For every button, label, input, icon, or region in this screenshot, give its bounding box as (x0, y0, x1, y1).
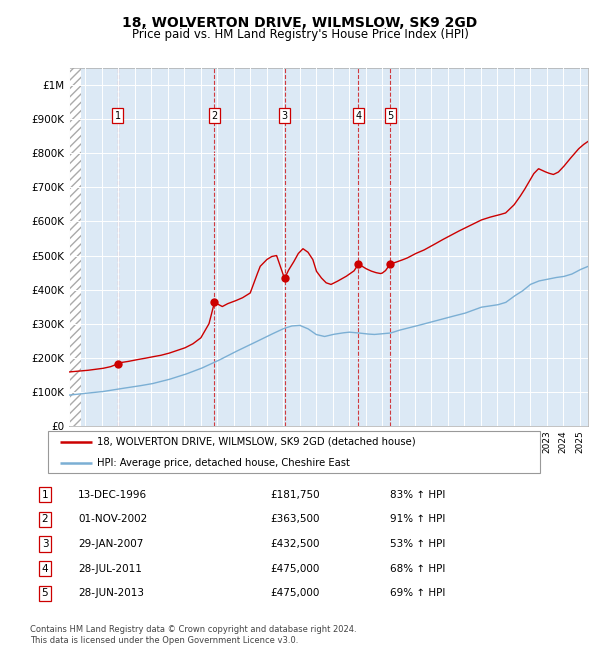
Text: £475,000: £475,000 (270, 588, 319, 599)
Text: Price paid vs. HM Land Registry's House Price Index (HPI): Price paid vs. HM Land Registry's House … (131, 28, 469, 41)
Text: £432,500: £432,500 (270, 539, 320, 549)
Text: HPI: Average price, detached house, Cheshire East: HPI: Average price, detached house, Ches… (97, 458, 350, 467)
Text: 2: 2 (211, 111, 218, 121)
Text: Contains HM Land Registry data © Crown copyright and database right 2024.
This d: Contains HM Land Registry data © Crown c… (30, 625, 356, 645)
Text: 01-NOV-2002: 01-NOV-2002 (78, 514, 147, 525)
Text: 5: 5 (41, 588, 49, 599)
Text: £181,750: £181,750 (270, 489, 320, 500)
Text: 83% ↑ HPI: 83% ↑ HPI (390, 489, 445, 500)
Text: 28-JUN-2013: 28-JUN-2013 (78, 588, 144, 599)
Text: 1: 1 (115, 111, 121, 121)
Text: 3: 3 (41, 539, 49, 549)
FancyBboxPatch shape (48, 431, 540, 473)
Text: 28-JUL-2011: 28-JUL-2011 (78, 564, 142, 574)
Text: 5: 5 (387, 111, 393, 121)
Text: £475,000: £475,000 (270, 564, 319, 574)
Text: 68% ↑ HPI: 68% ↑ HPI (390, 564, 445, 574)
Text: 29-JAN-2007: 29-JAN-2007 (78, 539, 143, 549)
Text: 2: 2 (41, 514, 49, 525)
Text: 4: 4 (41, 564, 49, 574)
Text: 13-DEC-1996: 13-DEC-1996 (78, 489, 147, 500)
Text: 1: 1 (41, 489, 49, 500)
Text: 53% ↑ HPI: 53% ↑ HPI (390, 539, 445, 549)
Text: 4: 4 (355, 111, 362, 121)
Text: 3: 3 (281, 111, 287, 121)
Text: 69% ↑ HPI: 69% ↑ HPI (390, 588, 445, 599)
Text: 18, WOLVERTON DRIVE, WILMSLOW, SK9 2GD: 18, WOLVERTON DRIVE, WILMSLOW, SK9 2GD (122, 16, 478, 31)
Text: 18, WOLVERTON DRIVE, WILMSLOW, SK9 2GD (detached house): 18, WOLVERTON DRIVE, WILMSLOW, SK9 2GD (… (97, 437, 416, 447)
Text: £363,500: £363,500 (270, 514, 320, 525)
Text: 91% ↑ HPI: 91% ↑ HPI (390, 514, 445, 525)
